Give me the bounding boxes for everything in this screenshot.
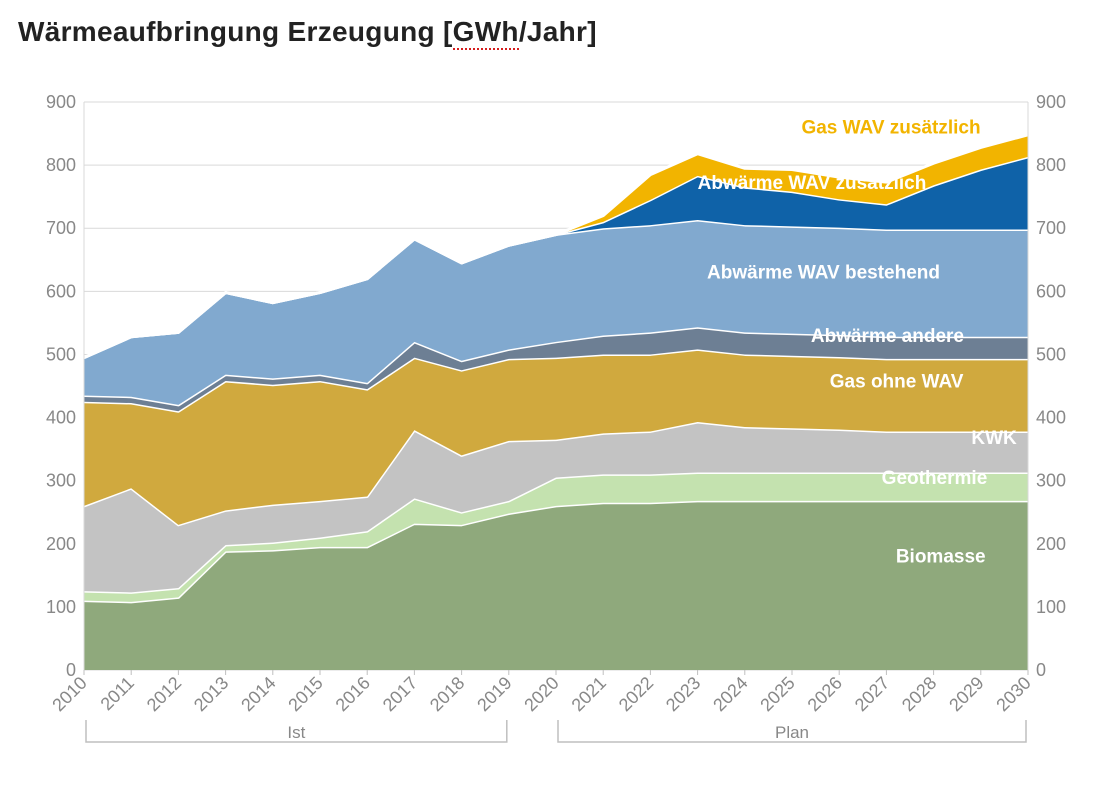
x-tick-label: 2020 <box>520 673 562 715</box>
x-tick-label: 2013 <box>190 673 232 715</box>
y-tick-left: 800 <box>46 155 76 175</box>
y-tick-left: 700 <box>46 218 76 238</box>
x-tick-label: 2023 <box>662 673 704 715</box>
x-tick-label: 2016 <box>332 673 374 715</box>
y-tick-right: 800 <box>1036 155 1066 175</box>
x-tick-label: 2018 <box>426 673 468 715</box>
group-label-plan: Plan <box>775 723 809 742</box>
x-tick-label: 2015 <box>284 673 326 715</box>
x-tick-label: 2021 <box>568 673 610 715</box>
y-tick-left: 100 <box>46 597 76 617</box>
chart-container: Wärmeaufbringung Erzeugung [GWh/Jahr] 00… <box>0 0 1112 786</box>
y-tick-left: 900 <box>46 92 76 112</box>
x-tick-label: 2019 <box>473 673 515 715</box>
y-tick-right: 600 <box>1036 281 1066 301</box>
chart-svg: 0010010020020030030040040050050060060070… <box>18 50 1094 778</box>
x-tick-label: 2030 <box>992 673 1034 715</box>
series-label-kwk: KWK <box>971 428 1017 449</box>
chart-title: Wärmeaufbringung Erzeugung [GWh/Jahr] <box>18 16 1096 48</box>
title-post: /Jahr] <box>519 16 597 47</box>
y-tick-right: 400 <box>1036 408 1066 428</box>
series-label-gas_ohne_wav: Gas ohne WAV <box>830 371 964 392</box>
x-tick-label: 2024 <box>709 673 751 715</box>
x-tick-label: 2027 <box>851 673 893 715</box>
x-tick-label: 2012 <box>143 673 185 715</box>
x-tick-label: 2011 <box>97 673 139 715</box>
y-tick-left: 600 <box>46 281 76 301</box>
title-pre: Wärmeaufbringung Erzeugung [ <box>18 16 453 47</box>
y-tick-left: 200 <box>46 534 76 554</box>
series-label-gas_wav_zus: Gas WAV zusätzlich <box>801 118 980 139</box>
series-label-geothermie: Geothermie <box>882 468 988 489</box>
y-tick-right: 100 <box>1036 597 1066 617</box>
x-tick-label: 2017 <box>379 673 421 715</box>
x-tick-label: 2014 <box>237 673 279 715</box>
y-tick-left: 500 <box>46 344 76 364</box>
series-label-biomasse: Biomasse <box>896 547 986 568</box>
series-label-abwaerme_wav_zus: Abwärme WAV zusätzlich <box>698 173 927 194</box>
x-tick-label: 2022 <box>615 673 657 715</box>
x-tick-label: 2029 <box>945 673 987 715</box>
x-tick-label: 2025 <box>756 673 798 715</box>
x-tick-label: 2010 <box>48 673 90 715</box>
y-tick-right: 200 <box>1036 534 1066 554</box>
y-tick-right: 0 <box>1036 660 1046 680</box>
y-tick-right: 700 <box>1036 218 1066 238</box>
group-label-ist: Ist <box>287 723 305 742</box>
y-tick-right: 300 <box>1036 471 1066 491</box>
y-tick-left: 400 <box>46 408 76 428</box>
x-tick-label: 2028 <box>898 673 940 715</box>
series-label-abwaerme_wav_best: Abwärme WAV bestehend <box>707 263 940 284</box>
title-underlined: GWh <box>453 16 519 50</box>
x-tick-label: 2026 <box>804 673 846 715</box>
y-tick-right: 900 <box>1036 92 1066 112</box>
series-label-abwaerme_andere: Abwärme andere <box>811 326 964 347</box>
y-tick-left: 300 <box>46 471 76 491</box>
y-tick-right: 500 <box>1036 344 1066 364</box>
